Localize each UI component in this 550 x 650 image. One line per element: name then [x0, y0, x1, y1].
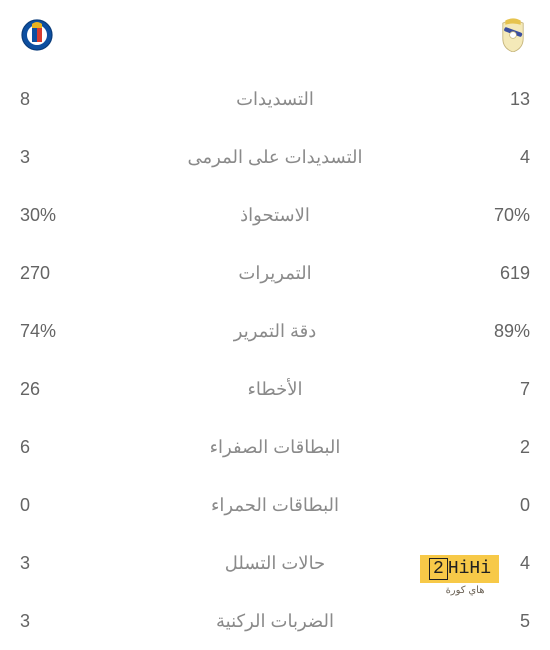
- stat-label: التسديدات على المرمى: [140, 147, 410, 168]
- stat-value-left: 0: [20, 495, 140, 516]
- stat-row: 2 البطاقات الصفراء 6: [20, 418, 530, 476]
- stat-value-left: 8: [20, 89, 140, 110]
- watermark-brand-icon: HiHi2: [420, 555, 499, 583]
- stat-label: حالات التسلل: [140, 553, 410, 574]
- stat-row: 5 الضربات الركنية 3: [20, 592, 530, 650]
- stat-value-right: 70%: [410, 205, 530, 226]
- teams-header: [20, 0, 530, 70]
- stat-label: البطاقات الصفراء: [140, 437, 410, 458]
- stat-value-left: 6: [20, 437, 140, 458]
- watermark-subtext: هاي كورة: [431, 585, 499, 596]
- stat-value-right: 89%: [410, 321, 530, 342]
- stat-row: 70% الاستحواذ 30%: [20, 186, 530, 244]
- stat-label: البطاقات الحمراء: [140, 495, 410, 516]
- team-left-crest-icon: [20, 18, 54, 52]
- stat-label: الأخطاء: [140, 379, 410, 400]
- team-right-crest-icon: [496, 18, 530, 52]
- stat-value-left: 30%: [20, 205, 140, 226]
- stat-value-left: 3: [20, 147, 140, 168]
- stat-value-right: 0: [410, 495, 530, 516]
- stat-label: الضربات الركنية: [140, 611, 410, 632]
- stat-value-right: 13: [410, 89, 530, 110]
- stat-label: الاستحواذ: [140, 205, 410, 226]
- stat-value-right: 619: [410, 263, 530, 284]
- watermark-brand-text: HiHi: [448, 559, 491, 579]
- stat-value-left: 270: [20, 263, 140, 284]
- stat-row: 619 التمريرات 270: [20, 244, 530, 302]
- stats-container: 13 التسديدات 8 4 التسديدات على المرمى 3 …: [0, 0, 550, 650]
- stat-label: التسديدات: [140, 89, 410, 110]
- stat-row: 7 الأخطاء 26: [20, 360, 530, 418]
- watermark-brand-boxed: 2: [429, 558, 448, 580]
- stat-label: التمريرات: [140, 263, 410, 284]
- stat-value-left: 26: [20, 379, 140, 400]
- stat-value-right: 2: [410, 437, 530, 458]
- stat-value-left: 3: [20, 553, 140, 574]
- stat-row: 4 التسديدات على المرمى 3: [20, 128, 530, 186]
- watermark: HiHi2 هاي كورة: [420, 555, 499, 596]
- stat-row: 13 التسديدات 8: [20, 70, 530, 128]
- stat-row: 0 البطاقات الحمراء 0: [20, 476, 530, 534]
- stat-value-left: 74%: [20, 321, 140, 342]
- stat-value-right: 4: [410, 147, 530, 168]
- stat-value-right: 7: [410, 379, 530, 400]
- stat-value-right: 5: [410, 611, 530, 632]
- stat-label: دقة التمرير: [140, 321, 410, 342]
- stat-row: 89% دقة التمرير 74%: [20, 302, 530, 360]
- stat-value-left: 3: [20, 611, 140, 632]
